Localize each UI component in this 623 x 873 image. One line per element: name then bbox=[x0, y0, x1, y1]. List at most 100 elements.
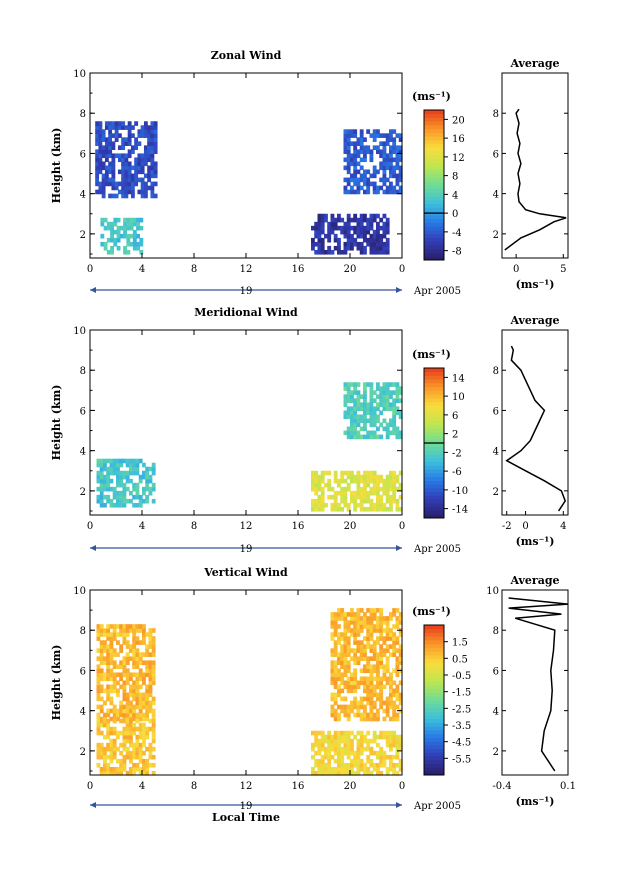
heatmap-cell bbox=[109, 766, 114, 772]
heatmap-cell bbox=[366, 181, 371, 187]
heatmap-cell bbox=[343, 652, 348, 657]
x-tick-label: 8 bbox=[191, 264, 197, 275]
heatmap-cell bbox=[340, 612, 345, 617]
profile-x-tick-label: -2 bbox=[502, 521, 512, 532]
heatmap-cell bbox=[359, 145, 364, 151]
heatmap-cell bbox=[151, 644, 156, 649]
heatmap-cell bbox=[103, 754, 107, 760]
heatmap-cell bbox=[389, 382, 393, 387]
heatmap-cell bbox=[327, 237, 332, 243]
heatmap-cell bbox=[392, 490, 397, 496]
heatmap-cell bbox=[376, 434, 380, 440]
heatmap-cell bbox=[369, 696, 374, 702]
heatmap-cell bbox=[366, 712, 371, 718]
heatmap-cell bbox=[132, 462, 137, 468]
heatmap-cell bbox=[337, 612, 341, 617]
heatmap-cell bbox=[121, 141, 126, 146]
heatmap-cell bbox=[363, 386, 367, 391]
heatmap-cell bbox=[389, 506, 393, 512]
heatmap-cell bbox=[314, 225, 319, 231]
heatmap-cell bbox=[125, 672, 130, 678]
heatmap-cell bbox=[320, 241, 325, 247]
heatmap-cell bbox=[392, 708, 397, 714]
heatmap-cell bbox=[392, 426, 397, 432]
heatmap-cell bbox=[346, 704, 351, 710]
heatmap-cell bbox=[151, 486, 156, 492]
heatmap-cell bbox=[151, 668, 156, 674]
heatmap-cell bbox=[317, 770, 322, 776]
heatmap-cell bbox=[395, 149, 400, 155]
heatmap-cell bbox=[398, 758, 403, 764]
heatmap-cell bbox=[350, 390, 354, 395]
heatmap-cell bbox=[147, 157, 152, 163]
heatmap-cell bbox=[385, 402, 390, 408]
heatmap-cell bbox=[346, 229, 351, 235]
heatmap-cell bbox=[337, 640, 341, 645]
heatmap-cell bbox=[376, 506, 380, 512]
heatmap-cell bbox=[379, 750, 384, 756]
heatmap-cell bbox=[353, 656, 358, 661]
heatmap-cell bbox=[340, 648, 345, 653]
heatmap-cell bbox=[106, 712, 111, 718]
heatmap-cell bbox=[376, 498, 380, 504]
heatmap-cell bbox=[372, 229, 377, 235]
heatmap-cell bbox=[359, 616, 364, 621]
heatmap-cell bbox=[363, 708, 367, 714]
heatmap-cell bbox=[317, 502, 322, 508]
heatmap-cell bbox=[143, 121, 148, 126]
heatmap-cell bbox=[366, 770, 371, 776]
heatmap-cell bbox=[385, 616, 390, 621]
heatmap-cell bbox=[376, 249, 380, 255]
heatmap-cell bbox=[135, 458, 140, 464]
heatmap-cell bbox=[96, 762, 101, 768]
colorbar-swatch bbox=[424, 398, 444, 403]
heatmap-cell bbox=[382, 652, 387, 657]
heatmap-cell bbox=[395, 410, 400, 416]
heatmap-cell bbox=[369, 390, 374, 395]
colorbar-tick-label: -14 bbox=[452, 505, 468, 516]
y-tick-label: 8 bbox=[80, 626, 86, 637]
heatmap-cell bbox=[145, 758, 150, 764]
heatmap-cell bbox=[350, 632, 354, 637]
heatmap-cell bbox=[108, 181, 113, 187]
heatmap-cell bbox=[112, 624, 117, 629]
heatmap-cell bbox=[372, 434, 377, 440]
heatmap-cell bbox=[96, 462, 101, 468]
heatmap-cell bbox=[350, 608, 354, 613]
heatmap-cell bbox=[392, 414, 397, 420]
heatmap-cell bbox=[106, 676, 111, 682]
colorbar-tick-label: 4 bbox=[452, 190, 458, 201]
heatmap-cell bbox=[122, 758, 127, 764]
heatmap-cell bbox=[116, 758, 120, 764]
heatmap-cell bbox=[109, 672, 114, 678]
heatmap-cell bbox=[119, 648, 124, 653]
heatmap-cell bbox=[372, 189, 377, 195]
heatmap-cell bbox=[111, 153, 116, 159]
heatmap-cell bbox=[96, 672, 101, 678]
heatmap-cell bbox=[359, 680, 364, 686]
heatmap-cell bbox=[311, 482, 315, 488]
heatmap-cell bbox=[119, 502, 124, 508]
heatmap-cell bbox=[343, 624, 348, 629]
heatmap-cell bbox=[389, 161, 393, 167]
heatmap-cell bbox=[392, 644, 397, 649]
heatmap-cell bbox=[379, 730, 384, 736]
heatmap-cell bbox=[96, 498, 101, 504]
colorbar-swatch bbox=[424, 226, 444, 231]
heatmap-cell bbox=[356, 398, 361, 403]
heatmap-cell bbox=[363, 770, 367, 776]
heatmap-cell bbox=[353, 141, 358, 146]
heatmap-cell bbox=[356, 245, 361, 251]
heatmap-cell bbox=[135, 672, 140, 678]
heatmap-cell bbox=[135, 762, 140, 768]
heatmap-cell bbox=[350, 237, 354, 243]
heatmap-cell bbox=[395, 664, 400, 670]
heatmap-cell bbox=[99, 676, 104, 682]
heatmap-cell bbox=[119, 712, 124, 718]
heatmap-cell bbox=[395, 406, 400, 412]
heatmap-cell bbox=[369, 506, 374, 512]
heatmap-cell bbox=[132, 482, 137, 488]
heatmap-cell bbox=[314, 758, 319, 764]
heatmap-cell bbox=[109, 656, 114, 661]
